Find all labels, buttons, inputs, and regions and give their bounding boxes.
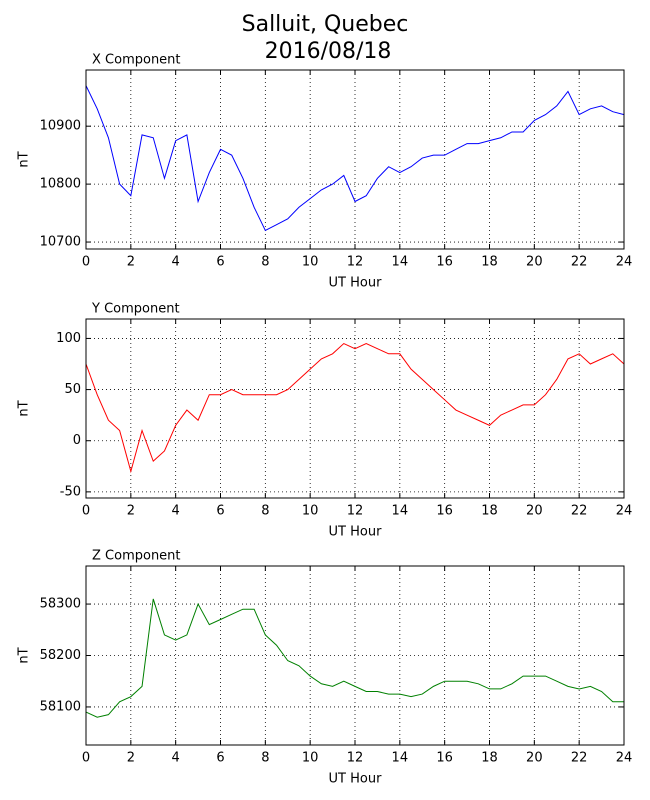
- panel-title: Y Component: [91, 302, 180, 317]
- x-tick-label: 22: [571, 751, 588, 766]
- panel-title: Z Component: [92, 549, 181, 564]
- y-axis-label: nT: [17, 151, 32, 167]
- x-tick-label: 2: [127, 751, 135, 766]
- x-tick-label: 8: [261, 751, 269, 766]
- y-axis-label: nT: [17, 647, 32, 663]
- x-axis-label: UT Hour: [329, 772, 383, 787]
- x-tick-label: 20: [526, 255, 543, 270]
- x-tick-label: 12: [347, 504, 364, 519]
- y-tick-label: 58100: [40, 699, 81, 714]
- figure-title: Salluit, Quebec: [242, 12, 409, 37]
- x-tick-label: 22: [571, 255, 588, 270]
- x-tick-label: 18: [481, 504, 498, 519]
- x-tick-label: 0: [82, 751, 90, 766]
- x-tick-label: 20: [526, 751, 543, 766]
- data-line: [85, 342, 625, 474]
- x-tick-label: 12: [347, 751, 364, 766]
- x-tick-label: 8: [261, 504, 269, 519]
- x-tick-label: 16: [436, 255, 453, 270]
- x-tick-label: 14: [392, 255, 409, 270]
- x-tick-label: 16: [436, 504, 453, 519]
- x-tick-label: 14: [392, 751, 409, 766]
- x-tick-label: 8: [261, 255, 269, 270]
- panel-title: X Component: [92, 53, 181, 68]
- x-tick-label: 4: [172, 255, 180, 270]
- y-tick-label: 10900: [40, 119, 81, 134]
- x-tick-label: 6: [216, 751, 224, 766]
- x-tick-label: 24: [616, 751, 633, 766]
- x-tick-label: 0: [82, 255, 90, 270]
- x-tick-label: 6: [216, 255, 224, 270]
- x-tick-label: 6: [216, 504, 224, 519]
- y-axis-label: nT: [17, 400, 32, 416]
- y-tick-label: 58300: [40, 597, 81, 612]
- plot-frame: [85, 69, 625, 250]
- x-tick-label: 4: [172, 751, 180, 766]
- x-tick-label: 18: [481, 255, 498, 270]
- x-axis-label: UT Hour: [329, 276, 383, 291]
- x-tick-label: 2: [127, 255, 135, 270]
- x-axis-label: UT Hour: [329, 525, 383, 540]
- x-tick-label: 10: [302, 751, 319, 766]
- data-line: [85, 598, 624, 718]
- x-tick-label: 12: [347, 255, 364, 270]
- x-tick-label: 16: [436, 751, 453, 766]
- y-tick-label: 10800: [40, 177, 81, 192]
- x-tick-label: 0: [82, 504, 90, 519]
- y-tick-label: -50: [60, 484, 81, 499]
- x-tick-label: 22: [571, 504, 588, 519]
- plot-frame: [85, 318, 625, 499]
- figure-subtitle: 2016/08/18: [265, 39, 392, 64]
- y-tick-label: 0: [73, 433, 81, 448]
- y-tick-label: 50: [64, 382, 81, 397]
- x-tick-label: 10: [302, 255, 319, 270]
- x-tick-label: 24: [616, 504, 633, 519]
- x-tick-label: 10: [302, 504, 319, 519]
- x-tick-label: 14: [392, 504, 409, 519]
- x-tick-label: 18: [481, 751, 498, 766]
- x-tick-label: 4: [172, 504, 180, 519]
- data-line: [85, 85, 625, 232]
- x-tick-label: 20: [526, 504, 543, 519]
- x-tick-label: 24: [616, 255, 633, 270]
- y-tick-label: 10700: [40, 235, 81, 250]
- x-tick-label: 2: [127, 504, 135, 519]
- plot-frame: [85, 565, 625, 746]
- y-tick-label: 100: [56, 331, 81, 346]
- y-tick-label: 58200: [40, 648, 81, 663]
